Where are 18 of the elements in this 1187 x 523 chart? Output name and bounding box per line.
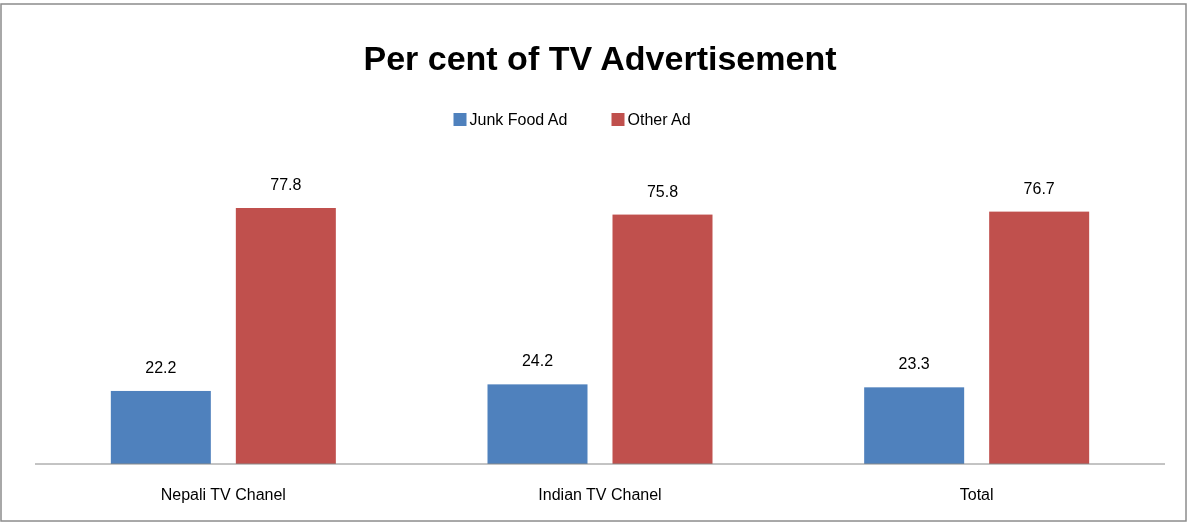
data-label: 76.7 [1023,179,1055,197]
data-label: 24.2 [521,352,554,370]
x-tick-label: Nepali TV Chanel [160,486,286,503]
x-tick-label: Indian TV Chanel [538,486,662,503]
data-label: 75.8 [646,182,679,200]
chart-title: Per cent of TV Advertisement [363,39,837,77]
bar [864,387,965,464]
data-label: 23.3 [898,355,930,373]
bar [989,211,1090,464]
data-label: 77.8 [270,176,302,193]
legend-label: Junk Food Ad [469,111,568,128]
data-label: 22.2 [145,358,177,376]
bar [235,208,336,464]
legend-label: Other Ad [627,111,691,128]
bar [487,384,588,464]
bar [612,214,713,464]
x-tick-label: Total [959,486,994,503]
bar [110,390,211,464]
